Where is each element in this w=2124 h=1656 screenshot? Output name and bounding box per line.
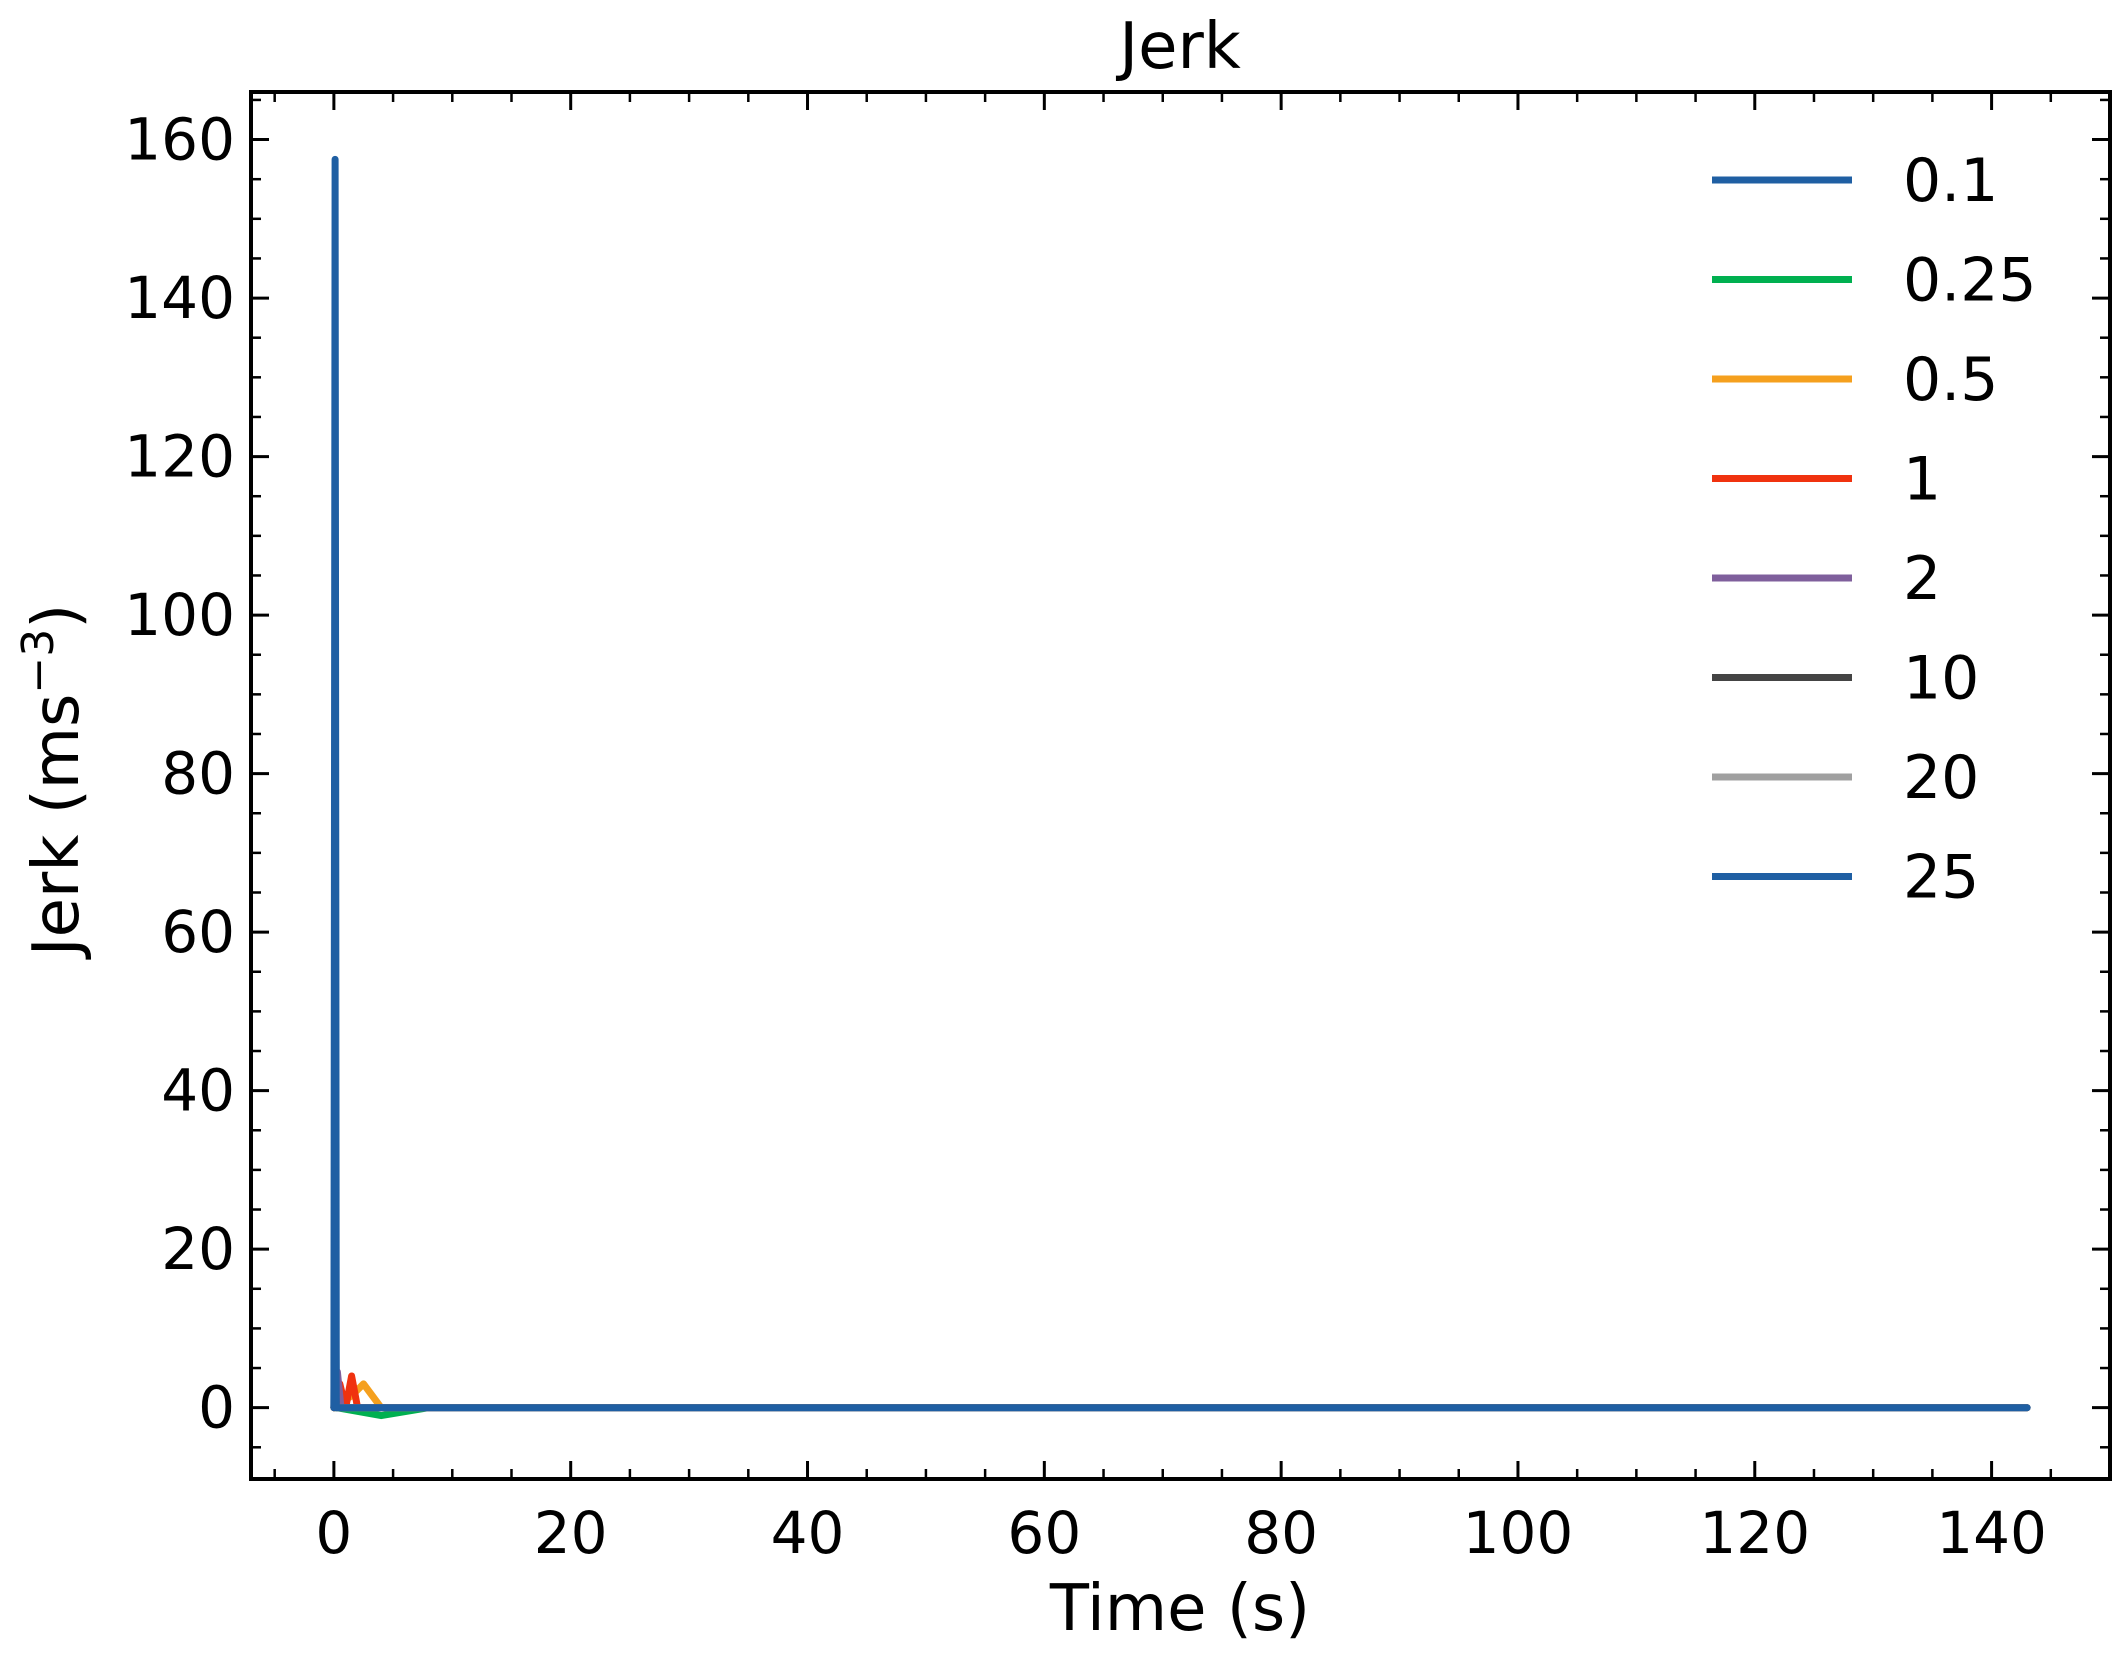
y-axis-label-superscript: −3 xyxy=(13,629,64,694)
y-axis-label: Jerk (ms−3) xyxy=(13,604,95,960)
y-tick-label: 100 xyxy=(124,581,235,649)
y-tick-label: 20 xyxy=(161,1215,235,1283)
x-axis-label: Time (s) xyxy=(1049,1572,1310,1646)
series-line-7 xyxy=(330,1166,2031,1412)
y-tick-label: 120 xyxy=(124,423,235,491)
x-tick-label: 40 xyxy=(771,1499,845,1567)
legend: 0.1 0.25 0.5 1 2 10 20 25 xyxy=(1712,146,2037,913)
y-tick-label: 0 xyxy=(198,1374,235,1442)
legend-label-4: 2 xyxy=(1903,544,1941,614)
legend-label-3: 1 xyxy=(1903,445,1941,515)
legend-label-2: 0.5 xyxy=(1903,345,1998,415)
x-tick-label: 120 xyxy=(1699,1499,1810,1567)
series-line-4 xyxy=(330,1368,2031,1412)
chart-title: Jerk xyxy=(1115,10,1241,84)
y-tick-label: 40 xyxy=(161,1057,235,1125)
legend-label-6: 20 xyxy=(1903,743,1979,813)
series-line-3 xyxy=(330,1372,2031,1412)
legend-label-0: 0.1 xyxy=(1903,146,1998,216)
x-tick-label: 20 xyxy=(534,1499,608,1567)
x-tick-label: 100 xyxy=(1463,1499,1574,1567)
y-tick-label: 140 xyxy=(124,264,235,332)
series-line-2 xyxy=(330,1380,2031,1412)
x-tick-label: 80 xyxy=(1244,1499,1318,1567)
series-line-5 xyxy=(330,1364,2031,1412)
y-axis-label-close: ) xyxy=(20,604,94,629)
series-layer xyxy=(330,155,2031,1420)
legend-label-1: 0.25 xyxy=(1903,246,2037,316)
y-tick-label: 160 xyxy=(124,106,235,174)
x-tick-label: 0 xyxy=(315,1499,352,1567)
x-tick-label: 60 xyxy=(1007,1499,1081,1567)
y-tick-label: 80 xyxy=(161,740,235,808)
series-line-0 xyxy=(330,155,2031,1412)
legend-label-7: 25 xyxy=(1903,843,1979,913)
x-tick-label: 140 xyxy=(1936,1499,2047,1567)
y-tick-label: 60 xyxy=(161,898,235,966)
y-axis-label-base: Jerk (ms xyxy=(20,694,94,961)
series-line-6 xyxy=(330,1380,2031,1412)
legend-label-5: 10 xyxy=(1903,644,1979,714)
plot-frame xyxy=(249,90,2112,1481)
